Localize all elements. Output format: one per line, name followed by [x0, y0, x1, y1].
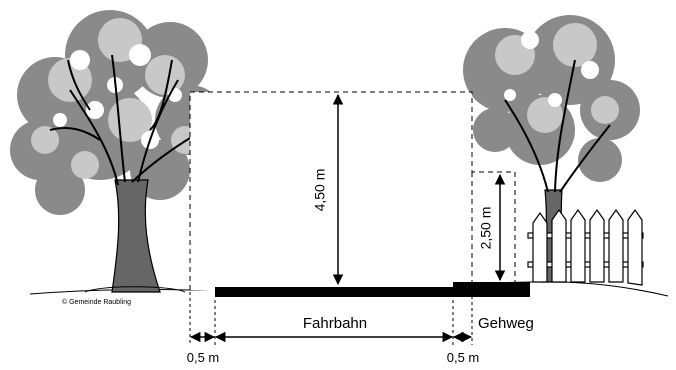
margin-left-label: 0,5 m	[187, 350, 220, 365]
sidewalk-label: Gehweg	[478, 315, 534, 332]
sidewalk-surface	[453, 282, 530, 297]
tree-left-icon	[10, 10, 225, 293]
clearance-sidewalk-label: 2,50 m	[478, 207, 494, 250]
clearance-road-label: 4,50 m	[312, 169, 328, 212]
margin-right-label: 0,5 m	[447, 350, 480, 365]
road-surface	[215, 287, 455, 297]
road-label: Fahrbahn	[303, 315, 367, 332]
credit-label: © Gemeinde Raubling	[62, 298, 131, 306]
clearance-outline	[189, 91, 516, 290]
fence-icon	[527, 208, 644, 286]
